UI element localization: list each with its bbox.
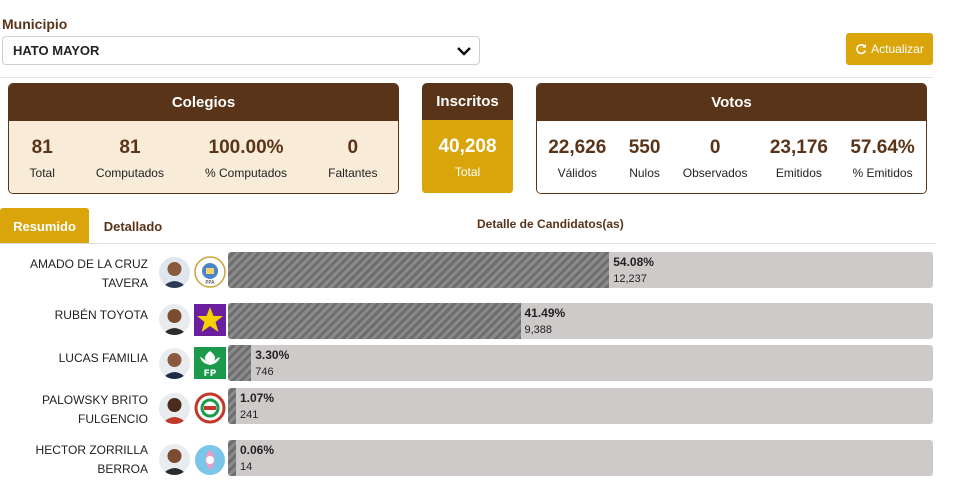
votos-validos: 22,626 Válidos	[548, 136, 607, 180]
candidate-photo	[159, 393, 190, 424]
svg-text:FP: FP	[204, 369, 217, 379]
votos-observados: 0 Observados	[682, 136, 748, 180]
colegios-card: Colegios 81 Total 81 Computados 100.00%% C…	[8, 83, 399, 194]
vote-count: 9,388	[524, 324, 553, 336]
inscritos-card: Inscritos 40,208 Total	[422, 83, 513, 194]
vote-percent: 1.07%	[240, 391, 275, 405]
vote-bar: 3.30% 746	[228, 345, 933, 381]
municipio-label: Municipio	[2, 16, 68, 32]
colegios-pct-computados: 100.00%% Computados	[205, 136, 288, 180]
municipio-select[interactable]: HATO MAYOR	[2, 36, 480, 65]
vote-count: 14	[240, 461, 253, 473]
inscritos-total: 40,208 Total	[438, 135, 497, 179]
candidate-photo	[159, 444, 190, 475]
update-button-label: Actualizar	[871, 42, 924, 56]
update-button[interactable]: Actualizar	[846, 33, 933, 65]
municipio-selected-value: HATO MAYOR	[13, 43, 100, 58]
candidate-name: AMADO DE LA CRUZ TAVERA	[29, 257, 148, 290]
svg-text:PPA: PPA	[205, 280, 215, 286]
colegios-total: 81 Total	[29, 136, 55, 180]
votos-emitidos: 23,176 Emitidos	[769, 136, 828, 180]
opd-logo-icon	[194, 444, 226, 476]
candidate-name: PALOWSKY BRITO FULGENCIO	[41, 393, 148, 426]
fp-logo-icon: FP	[194, 347, 226, 379]
candidate-row: RUBÉN TOYOTA 41.49% 9,388	[0, 303, 936, 343]
inscritos-title: Inscritos	[422, 83, 513, 120]
vote-percent: 41.49%	[524, 306, 566, 320]
colegios-title: Colegios	[9, 84, 398, 121]
candidate-row: LUCAS FAMILIA FP 3.30% 746	[0, 345, 936, 385]
vote-count: 746	[255, 366, 274, 378]
vote-bar-fill	[228, 252, 610, 288]
vote-bar-fill	[228, 440, 236, 476]
tab-detallado[interactable]: Detallado	[103, 218, 163, 234]
candidate-photo	[159, 348, 190, 379]
vote-percent: 0.06%	[240, 443, 275, 457]
detail-title: Detalle de Candidatos(as)	[477, 217, 624, 231]
candidate-name: LUCAS FAMILIA	[58, 351, 148, 365]
votos-card: Votos 22,626 Válidos 550 Nulos 0 Observados…	[536, 83, 927, 194]
pld-logo-icon: PPA	[194, 256, 226, 288]
vote-bar-fill	[228, 345, 252, 381]
candidate-photo	[159, 304, 190, 335]
tab-resumido[interactable]: Resumido	[0, 208, 89, 244]
tabs-divider	[0, 243, 936, 244]
candidate-photo	[159, 257, 190, 288]
candidate-row: HECTOR ZORRILLA BERROA 0.06% 14	[0, 440, 936, 480]
votos-nulos: 550 Nulos	[628, 136, 661, 180]
vote-bar: 0.06% 14	[228, 440, 933, 476]
votos-title: Votos	[537, 84, 926, 121]
vote-count: 241	[240, 409, 259, 421]
candidate-name: RUBÉN TOYOTA	[54, 308, 148, 322]
vote-bar: 41.49% 9,388	[228, 303, 933, 339]
chevron-down-icon	[457, 47, 471, 56]
vote-bar-fill	[228, 388, 236, 424]
votos-pct-emitidos: 57.64%% Emitidos	[850, 136, 915, 180]
colegios-computados: 81 Computados	[95, 136, 164, 180]
vote-bar: 1.07% 241	[228, 388, 933, 424]
star-logo-icon	[194, 304, 226, 336]
vote-percent: 54.08%	[613, 255, 654, 269]
colegios-faltantes: 0 Faltantes	[328, 136, 378, 180]
vote-bar-fill	[228, 303, 521, 339]
candidate-row: PALOWSKY BRITO FULGENCIO 1.07% 241	[0, 388, 936, 428]
divider	[0, 77, 933, 78]
seal-logo-icon	[194, 392, 226, 424]
candidate-row: AMADO DE LA CRUZ TAVERA PPA 54.08% 12,237	[0, 252, 936, 292]
candidate-name: HECTOR ZORRILLA BERROA	[35, 443, 148, 476]
vote-bar: 54.08% 12,237	[228, 252, 933, 288]
vote-percent: 3.30%	[255, 348, 290, 362]
refresh-icon	[856, 44, 867, 55]
vote-count: 12,237	[613, 273, 647, 285]
